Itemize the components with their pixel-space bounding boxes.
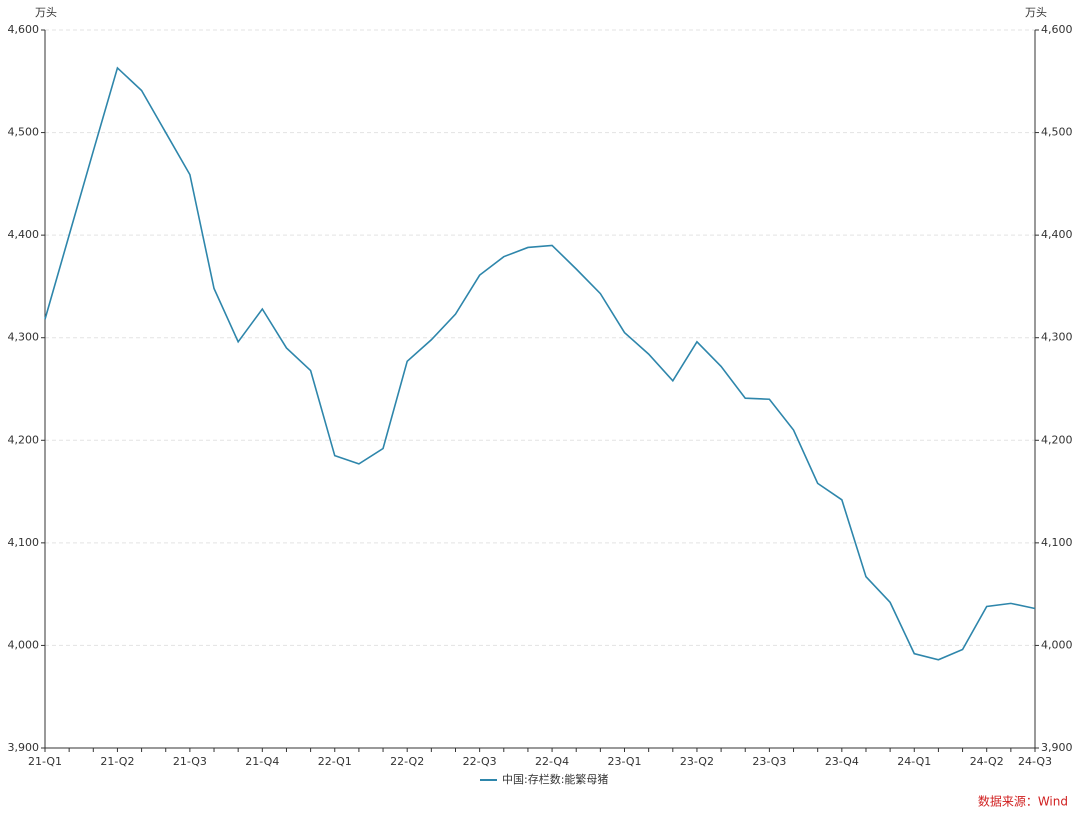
x-tick-label: 22-Q2 — [390, 755, 424, 768]
x-tick-label: 23-Q2 — [680, 755, 714, 768]
x-tick-label: 21-Q3 — [173, 755, 207, 768]
y2-tick-label: 4,100 — [1041, 536, 1073, 549]
y2-tick-label: 4,400 — [1041, 228, 1073, 241]
y-tick-label: 4,600 — [8, 23, 40, 36]
y-tick-label: 4,100 — [8, 536, 40, 549]
series-line — [44, 66, 1036, 661]
y-tick-label: 4,300 — [8, 331, 40, 344]
y-tick-label: 4,500 — [8, 126, 40, 139]
x-tick-label: 23-Q4 — [825, 755, 859, 768]
x-tick-label: 24-Q1 — [897, 755, 931, 768]
y2-tick-label: 3,900 — [1041, 741, 1073, 754]
y-tick-label: 4,200 — [8, 433, 40, 446]
y2-tick-label: 4,200 — [1041, 433, 1073, 446]
y-tick-label: 4,400 — [8, 228, 40, 241]
y-unit: 万头 — [35, 6, 57, 19]
y2-tick-label: 4,500 — [1041, 126, 1073, 139]
source-note: 数据来源：Wind — [978, 794, 1068, 809]
y2-tick-label: 4,600 — [1041, 23, 1073, 36]
x-tick-label: 22-Q1 — [318, 755, 352, 768]
x-tick-label: 23-Q3 — [752, 755, 786, 768]
x-tick-label: 24-Q2 — [970, 755, 1004, 768]
y-tick-label: 4,000 — [8, 638, 40, 651]
y2-tick-label: 4,000 — [1041, 638, 1073, 651]
x-tick-label: 22-Q4 — [535, 755, 569, 768]
legend-label: 中国:存栏数:能繁母猪 — [502, 772, 608, 786]
x-tick-label: 23-Q1 — [607, 755, 641, 768]
y2-unit: 万头 — [1025, 6, 1047, 19]
x-tick-label: 24-Q3 — [1018, 755, 1052, 768]
x-tick-label: 22-Q3 — [463, 755, 497, 768]
x-tick-label: 21-Q4 — [245, 755, 279, 768]
y2-tick-label: 4,300 — [1041, 331, 1073, 344]
x-tick-label: 21-Q1 — [28, 755, 62, 768]
x-tick-label: 21-Q2 — [100, 755, 134, 768]
y-tick-label: 3,900 — [8, 741, 40, 754]
